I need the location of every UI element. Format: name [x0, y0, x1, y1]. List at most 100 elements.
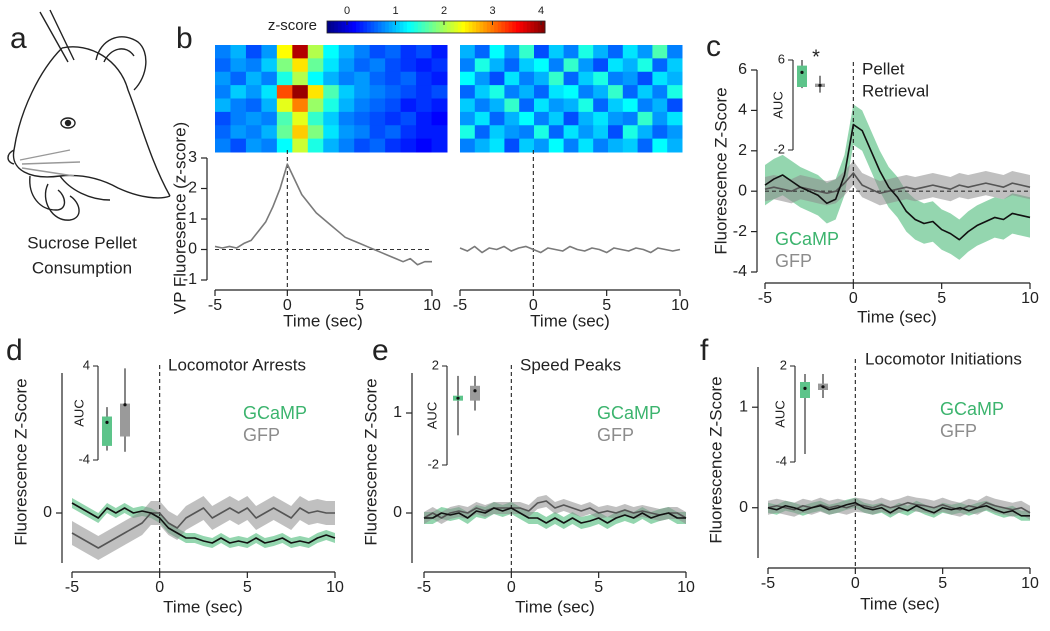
heatmap-cell [400, 98, 417, 113]
significance-marker: * [812, 46, 820, 68]
x-tick-label: 5 [937, 290, 946, 307]
heatmap-cell [489, 85, 505, 99]
heatmap-cell [261, 58, 278, 73]
trace [214, 163, 432, 266]
box-mean [803, 386, 807, 390]
inset-axis-label: AUC [424, 402, 439, 429]
heatmap-cell [474, 138, 491, 153]
x-tick-label: -5 [758, 290, 772, 307]
legend-entry: GCaMP [243, 403, 307, 423]
x-axis-label: Time (sec) [530, 311, 610, 330]
heatmap-cell [460, 98, 476, 113]
heatmap-cell [667, 111, 683, 126]
heatmap-cell [230, 111, 247, 126]
heatmap-cell [431, 138, 448, 153]
heatmap-cell [354, 98, 371, 113]
event-annotation: Locomotor Arrests [168, 355, 306, 374]
colorbar-segment [457, 21, 462, 33]
heatmap-cell [400, 138, 417, 153]
colorbar-segment [446, 21, 452, 33]
colorbar-segment [432, 21, 437, 33]
heatmap-cell [504, 58, 520, 73]
heatmap-cell [474, 111, 491, 126]
heatmap-cell [369, 45, 386, 59]
heatmap-cell [534, 138, 550, 153]
heatmap-cell [292, 71, 309, 86]
colorbar-segment [443, 21, 448, 33]
heatmap-cell [460, 85, 476, 99]
heatmap-cell [489, 58, 505, 73]
heatmap-cell [431, 58, 448, 73]
illustration-caption: Consumption [32, 258, 132, 277]
heatmap-cell [637, 45, 653, 59]
heatmap-cell [667, 138, 683, 153]
heatmap-cell [474, 71, 491, 86]
heatmap-cell [323, 125, 340, 140]
heatmap-cell [593, 45, 609, 59]
heatmap-cell [593, 125, 609, 140]
colorbar-segment [490, 21, 495, 33]
heatmap-cell [593, 71, 609, 86]
error-band [72, 498, 335, 548]
heatmap-cell [431, 125, 448, 140]
colorbar-segment [417, 21, 422, 33]
heatmap-cell [292, 85, 309, 99]
legend-entry: GFP [775, 251, 812, 271]
heatmap-cell [354, 85, 371, 99]
heatmap-cell [323, 98, 340, 113]
heatmap-cell [307, 125, 324, 140]
heatmap-cell [261, 98, 278, 113]
heatmap-cell [548, 85, 565, 99]
heatmap-cell [354, 138, 371, 153]
heatmap-cell [578, 71, 594, 86]
inset-tick-label: 2 [780, 357, 787, 372]
box-mean [105, 420, 109, 424]
heatmap-cell [400, 85, 417, 99]
colorbar-segment [468, 21, 473, 33]
legend-entry: GCaMP [597, 403, 661, 423]
x-tick-label: 10 [671, 297, 689, 314]
colorbar-segment [465, 21, 470, 33]
heatmap-cell [338, 111, 355, 126]
heatmap-cell [519, 98, 535, 113]
heatmap-cell [261, 111, 278, 126]
panel-label: d [6, 334, 23, 367]
heatmap-cell [534, 111, 550, 126]
colorbar-segment [377, 21, 382, 33]
heatmap-cell [578, 125, 594, 140]
colorbar-tick-label: 2 [441, 5, 447, 17]
heatmap-cell [489, 98, 505, 113]
x-tick-label: -5 [65, 579, 79, 596]
colorbar-segment [341, 21, 346, 33]
heatmap-cell [323, 85, 340, 99]
heatmap-cell [400, 125, 417, 140]
heatmap-cell [431, 45, 448, 59]
colorbar-segment [486, 21, 491, 33]
heatmap-cell [431, 98, 448, 113]
heatmap-cell [637, 125, 653, 140]
heatmap-cell [245, 98, 262, 113]
heatmap-cell [519, 85, 535, 99]
x-tick-label: -5 [208, 297, 222, 314]
heatmap-cell [622, 85, 639, 99]
heatmap-cell [534, 125, 550, 140]
box-mean [473, 389, 477, 393]
x-tick-label: 0 [507, 579, 516, 596]
colorbar-segment [534, 21, 539, 33]
heatmap-cell [416, 71, 433, 86]
heatmap-cell [338, 138, 355, 153]
y-axis-label: Fluorescence Z-Score [706, 376, 725, 543]
x-tick-label: 10 [677, 579, 695, 596]
colorbar-segment [479, 21, 484, 33]
heatmap-cell [431, 111, 448, 126]
heatmap-cell [563, 98, 579, 113]
colorbar-segment [505, 21, 510, 33]
heatmap-cell [460, 58, 476, 73]
heatmap-cell [460, 138, 476, 153]
heatmap-cell [504, 71, 520, 86]
box [120, 403, 130, 437]
heatmap-cell [215, 71, 231, 86]
legend-entry: GFP [597, 425, 634, 445]
